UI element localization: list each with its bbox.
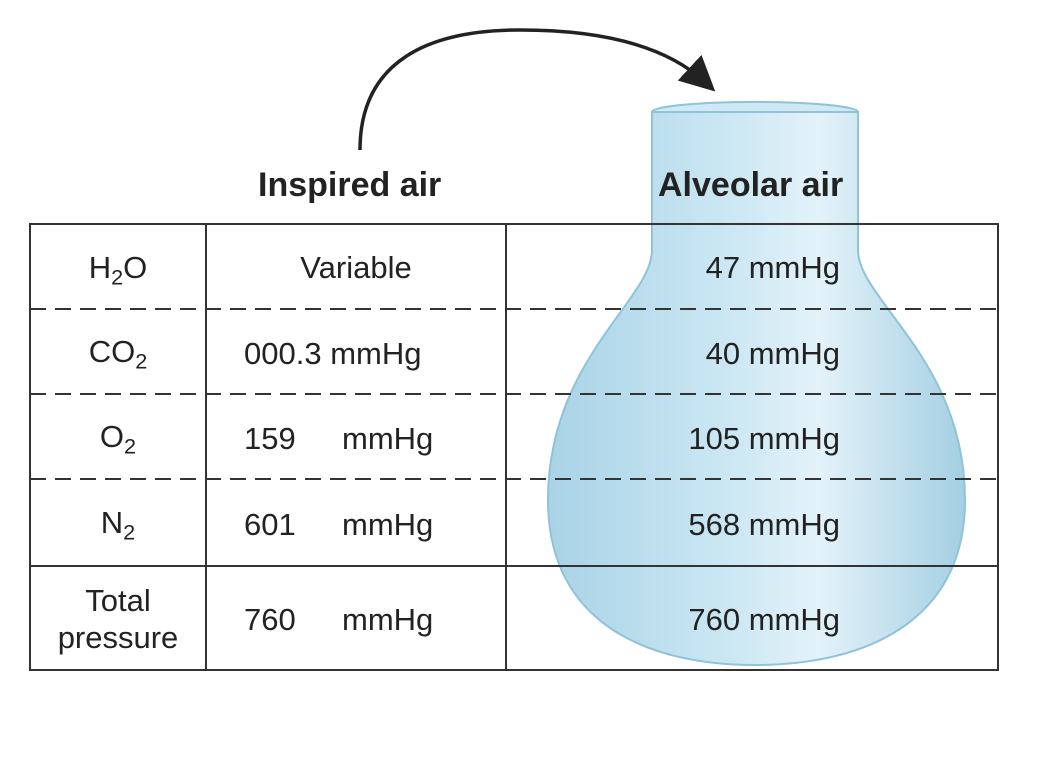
- inspired-unit-o2: mmHg: [342, 421, 434, 456]
- inspired-total-number: 760: [244, 602, 296, 637]
- gas-label-h2o: H2O: [88, 250, 148, 290]
- alveolar-value-h2o: 47 mmHg: [705, 250, 840, 285]
- table-border: [29, 223, 999, 671]
- inspired-air-heading: Inspired air: [258, 166, 442, 204]
- alveolar-value-o2: 105 mmHg: [688, 421, 840, 456]
- inspired-total-unit: mmHg: [342, 602, 434, 637]
- alveolar-air-heading: Alveolar air: [658, 166, 844, 204]
- inspired-value-co2: 000.3 mmHg: [244, 336, 422, 371]
- alveolar-total: 760 mmHg: [688, 602, 840, 637]
- table-grid: [29, 223, 999, 671]
- gas-label-co2: CO2: [88, 334, 148, 374]
- alveolar-value-n2: 568 mmHg: [688, 507, 840, 542]
- inspired-value-h2o: Variable: [300, 250, 412, 285]
- alveolar-value-co2: 40 mmHg: [705, 336, 840, 371]
- flask-body: [546, 111, 967, 667]
- inspired-unit-n2: mmHg: [342, 507, 434, 542]
- alveolus-flask-icon: [546, 101, 967, 667]
- inspired-value-o2: 159 mmHg: [244, 423, 433, 454]
- inspired-number-o2: 159: [244, 421, 296, 456]
- total-pressure-label: Total pressure: [57, 583, 179, 656]
- curved-arrow-icon: [358, 28, 716, 151]
- inspired-number-n2: 601: [244, 507, 296, 542]
- inspired-value-n2: 601 mmHg: [244, 509, 433, 540]
- gas-label-n2: N2: [100, 505, 136, 545]
- gas-label-o2: O2: [99, 419, 137, 459]
- inspired-total: 760 mmHg: [244, 604, 433, 635]
